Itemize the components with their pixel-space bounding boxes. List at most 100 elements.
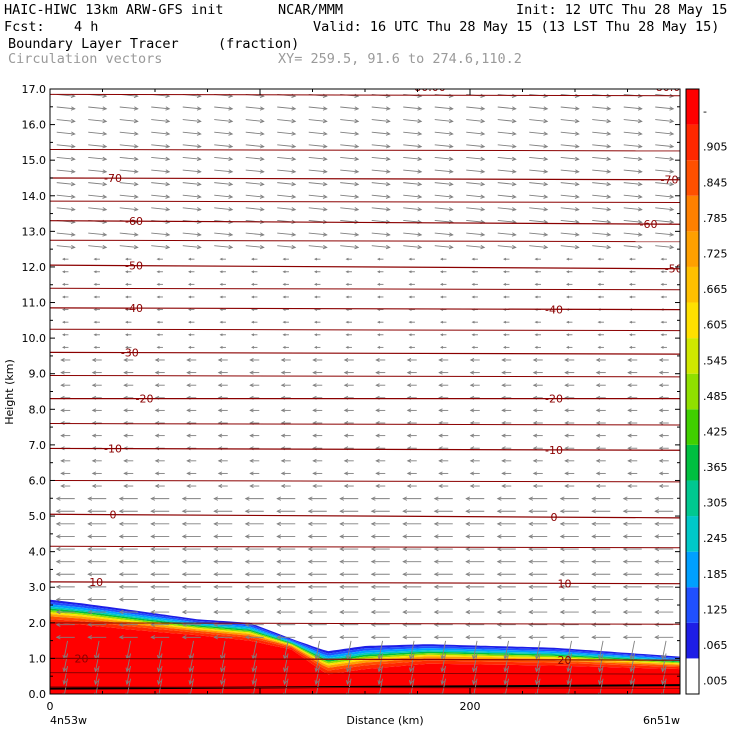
wind-vector-head xyxy=(496,496,502,501)
wind-vector xyxy=(567,666,572,685)
wind-vector-head xyxy=(375,458,380,463)
wind-vector-head xyxy=(280,433,286,438)
wind-vector-head xyxy=(669,106,675,111)
wind-vector-head xyxy=(213,584,219,590)
wind-vector xyxy=(497,232,516,236)
wind-vector-head xyxy=(339,584,345,590)
contour-line xyxy=(50,513,680,519)
wind-vector xyxy=(623,207,642,211)
wind-vector-head xyxy=(87,521,93,526)
x-axis: 0 200 xyxy=(47,89,681,713)
wind-vector-head xyxy=(406,408,412,413)
wind-vector xyxy=(466,232,485,236)
wind-vector xyxy=(403,207,422,211)
wind-vector-head xyxy=(637,106,643,111)
wind-vector-head xyxy=(377,270,381,274)
wind-vector-head xyxy=(433,559,439,564)
wind-vector-head xyxy=(534,346,538,349)
wind-vector xyxy=(252,666,257,685)
wind-vector xyxy=(403,245,422,248)
plot-area xyxy=(50,89,680,694)
wind-vector-head xyxy=(314,333,318,337)
wind-vector-head xyxy=(102,194,108,199)
wind-vector xyxy=(88,156,107,160)
wind-vector-head xyxy=(465,534,471,539)
wind-vector-head xyxy=(532,358,538,362)
wind-vector-head xyxy=(123,358,128,362)
wind-vector xyxy=(592,156,611,160)
wind-vector-head xyxy=(440,270,444,274)
wind-vector-head xyxy=(93,346,97,349)
wind-vector-head xyxy=(606,169,612,174)
contour-label: -50 xyxy=(665,263,683,276)
wind-vector-head xyxy=(354,244,360,250)
wind-vector-head xyxy=(385,169,391,174)
wind-vector-head xyxy=(637,232,643,237)
colorbar-label: .125 xyxy=(703,603,728,616)
wind-vector xyxy=(473,653,478,672)
wind-vector-head xyxy=(417,118,423,124)
wind-vector-head xyxy=(217,408,223,413)
wind-vector-head xyxy=(125,320,129,324)
wind-vector-head xyxy=(150,597,156,602)
contour-line xyxy=(50,672,680,675)
colorbar-swatch xyxy=(686,266,699,303)
wind-vector-head xyxy=(496,609,502,615)
wind-vector-head xyxy=(346,680,351,686)
wind-vector-head xyxy=(574,194,580,199)
wind-vector xyxy=(245,119,264,122)
wind-vector-head xyxy=(501,458,506,463)
wind-vector xyxy=(315,666,320,685)
wind-vector-head xyxy=(627,484,632,489)
wind-vector-head xyxy=(217,383,223,388)
wind-vector-head xyxy=(574,156,580,162)
wind-vector-head xyxy=(654,635,660,640)
wind-vector-head xyxy=(433,546,439,552)
y-tick-label: 7.0 xyxy=(29,439,47,452)
wind-vector-head xyxy=(591,622,597,627)
wind-vector-head xyxy=(433,496,439,501)
wind-vector xyxy=(662,653,667,672)
wind-vector xyxy=(315,640,320,659)
wind-vector-head xyxy=(654,572,660,577)
wind-vector-head xyxy=(307,521,313,526)
wind-vector-head xyxy=(55,609,61,615)
wind-vector-head xyxy=(402,546,408,552)
wind-vector-head xyxy=(629,680,634,686)
contour-label: -60 xyxy=(125,215,143,228)
wind-vector-head xyxy=(438,370,443,375)
y-tick-label: 9.0 xyxy=(29,368,47,381)
wind-vector-head xyxy=(55,496,61,501)
wind-vector xyxy=(655,194,674,198)
wind-vector-head xyxy=(511,118,517,124)
wind-vector-head xyxy=(314,270,318,274)
wind-vector-head xyxy=(606,232,612,237)
wind-vector-head xyxy=(102,181,108,187)
wind-vector-head xyxy=(322,232,328,237)
wind-vector xyxy=(655,156,674,160)
wind-vector-head xyxy=(228,106,234,111)
wind-vector-head xyxy=(471,333,475,337)
wind-vector xyxy=(529,207,548,211)
wind-vector-head xyxy=(417,181,423,187)
tracer-band xyxy=(50,599,680,658)
wind-vector-head xyxy=(93,320,97,324)
wind-vector-head xyxy=(629,667,634,673)
wind-vector-head xyxy=(70,194,76,199)
wind-vector-head xyxy=(322,118,328,124)
wind-vector-head xyxy=(339,521,345,526)
wind-vector-head xyxy=(125,680,130,686)
wind-vector-head xyxy=(496,572,502,577)
wind-vector-head xyxy=(534,283,538,286)
wind-vector-head xyxy=(345,295,349,299)
wind-vector xyxy=(119,144,138,148)
wind-vector-head xyxy=(259,232,265,237)
wind-vector-head xyxy=(251,346,255,349)
wind-vector xyxy=(403,169,422,173)
wind-vector-head xyxy=(291,194,297,199)
wind-vector xyxy=(126,653,131,672)
contour-line xyxy=(50,200,680,204)
wind-vector-head xyxy=(228,181,234,187)
wind-vector-head xyxy=(249,370,254,375)
